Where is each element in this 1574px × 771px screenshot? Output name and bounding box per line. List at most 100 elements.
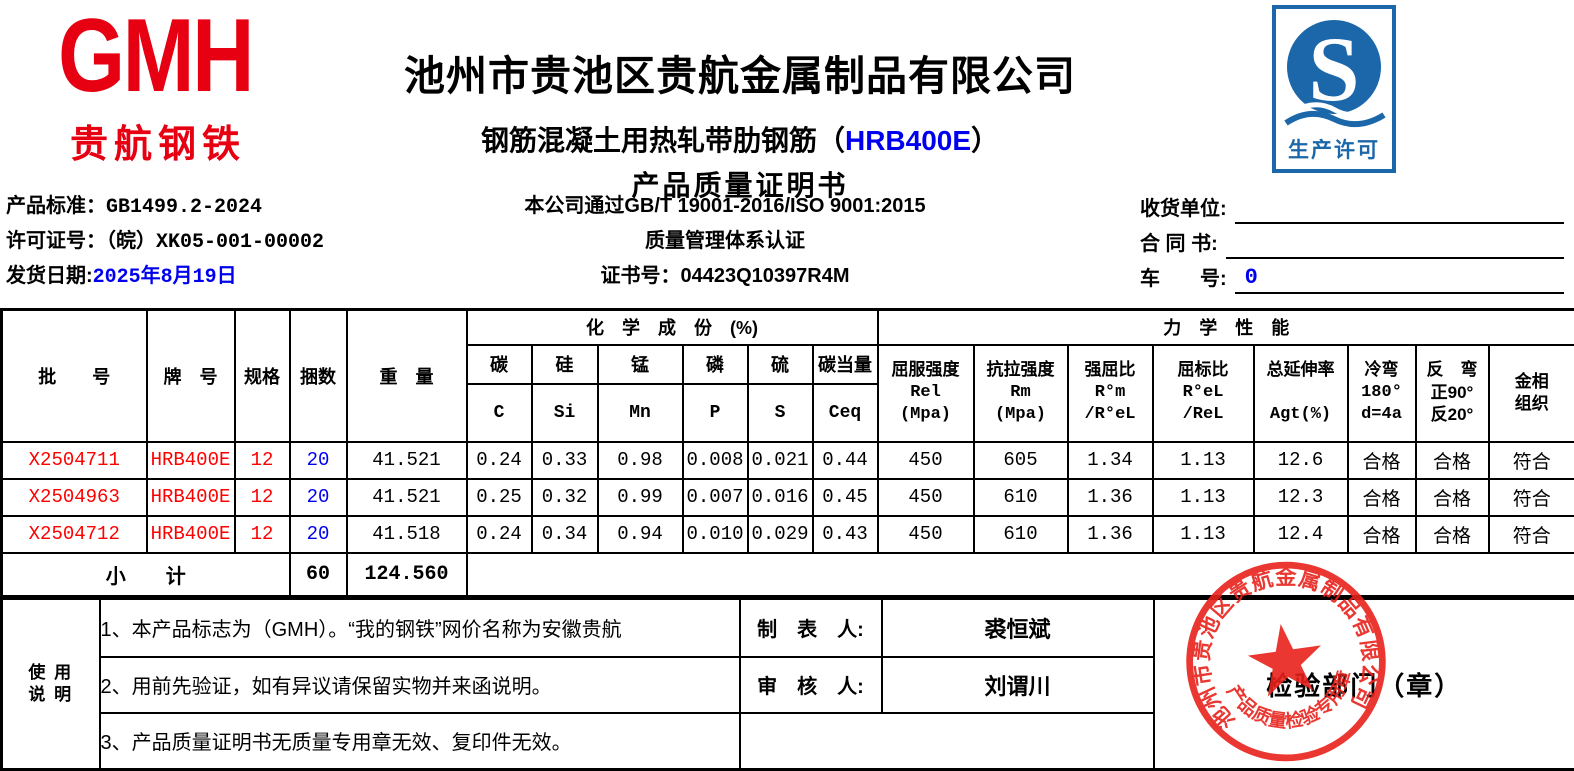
col-header-batch: 批 号 <box>0 308 148 443</box>
col-header-manganese-cn: 锰 <box>596 343 684 385</box>
cell-mn: 0.94 <box>596 514 684 554</box>
col-header-metallographic: 金相 组织 <box>1487 343 1574 443</box>
cell-agt: 12.3 <box>1252 477 1349 517</box>
contract-label: 合 同 书: <box>1140 233 1218 255</box>
cell-weight: 41.521 <box>345 440 468 480</box>
cell-rm: 610 <box>972 514 1069 554</box>
col-header-ceq-sym: Ceq <box>811 382 879 443</box>
product-standard-value: GB1499.2-2024 <box>106 196 263 219</box>
cell-metallographic: 符合 <box>1487 477 1574 517</box>
col-header-sulfur-cn: 硫 <box>746 343 814 385</box>
cell-p: 0.008 <box>681 440 749 480</box>
usage-note-2: 2、用前先验证，如有异议请保留实物并来函说明。 <box>98 655 741 714</box>
cell-agt: 12.6 <box>1252 440 1349 480</box>
product-subtitle-prefix: 钢筋混凝土用热轧带肋钢筋（ <box>480 125 845 156</box>
cell-metallographic: 符合 <box>1487 514 1574 554</box>
col-header-bundles: 捆数 <box>288 308 348 443</box>
qs-wave-white <box>1292 102 1378 117</box>
product-subtitle-suffix: ） <box>971 125 1000 156</box>
cert-no-line: 证书号：04423Q10397R4M <box>600 265 850 287</box>
usage-note-3: 3、产品质量证明书无质量专用章无效、复印件无效。 <box>98 711 741 771</box>
cell-grade: HRB400E <box>145 477 236 517</box>
cell-p: 0.007 <box>681 477 749 517</box>
logo-subtext: 贵航钢铁 <box>70 124 247 167</box>
product-standard-label: 产品标准： <box>6 195 106 217</box>
col-header-phosphorus-cn: 磷 <box>681 343 749 385</box>
ship-date-line: 发货日期:2025年8月19日 <box>6 259 476 294</box>
subtotal-row: 小 计 60 124.560 <box>0 551 1574 598</box>
cell-si: 0.32 <box>530 477 599 517</box>
cell-cold-bend: 合格 <box>1346 514 1417 554</box>
col-header-phosphorus-sym: P <box>681 382 749 443</box>
col-header-reverse-bend: 反 弯正90° 反20° <box>1414 343 1490 443</box>
product-subtitle: 钢筋混凝土用热轧带肋钢筋（HRB400E） <box>370 119 1110 159</box>
contract-line: 合 同 书: <box>1140 224 1564 259</box>
qs-circle <box>1287 20 1381 114</box>
preparer-label: 制 表 人: <box>738 597 883 658</box>
reviewer-label: 审 核 人: <box>738 655 883 714</box>
vehicle-line: 车 号: 0 <box>1140 259 1564 294</box>
qs-production-license-badge: S 生产许可 <box>1272 5 1396 173</box>
cell-spec: 12 <box>233 440 291 480</box>
table-row: X2504712 HRB400E 12 20 41.518 0.24 0.34 … <box>0 514 1574 554</box>
col-header-sulfur-sym: S <box>746 382 814 443</box>
vehicle-field: 0 <box>1234 264 1564 294</box>
product-standard-line: 产品标准：GB1499.2-2024 <box>6 189 476 224</box>
preparer-name: 裘恒斌 <box>880 597 1155 658</box>
license-no-value: （皖）XK05-001-00002 <box>106 231 325 254</box>
cell-batch: X2504711 <box>0 440 148 480</box>
signature-empty-cell <box>738 711 1155 771</box>
quality-data-table: 批 号 牌 号 规格 捆数 重 量 化 学 成 份 (%) 力 学 性 能 碳 … <box>0 308 1574 598</box>
cell-rm: 605 <box>972 440 1069 480</box>
cell-reverse-bend: 合格 <box>1414 440 1490 480</box>
cell-mn: 0.99 <box>596 477 684 517</box>
cell-metallographic: 符合 <box>1487 440 1574 480</box>
contract-field <box>1225 229 1564 259</box>
cell-rm: 610 <box>972 477 1069 517</box>
table-row: X2504963 HRB400E 12 20 41.521 0.25 0.32 … <box>0 477 1574 517</box>
vehicle-label: 车 号: <box>1140 268 1227 290</box>
cell-ceq: 0.45 <box>811 477 879 517</box>
footer-table: 使 用 说 明 1、本产品标志为（GMH）。“我的钢铁”网价名称为安徽贵航 制 … <box>0 597 1574 771</box>
cell-batch: X2504963 <box>0 477 148 517</box>
cell-ceq: 0.44 <box>811 440 879 480</box>
subtotal-bundles: 60 <box>288 551 348 598</box>
qs-label: 生产许可 <box>1288 138 1380 162</box>
cell-s: 0.021 <box>746 440 814 480</box>
seal-star-icon: ★ <box>1236 602 1336 720</box>
reviewer-name: 刘谓川 <box>880 655 1155 714</box>
cell-weight: 41.518 <box>345 514 468 554</box>
col-header-ceq-cn: 碳当量 <box>811 343 879 385</box>
col-header-yield-strength: 屈服强度 Rel (Mpa) <box>876 343 975 443</box>
inspection-dept-cell: 检验部门（章） <box>1152 597 1574 771</box>
table-row: X2504711 HRB400E 12 20 41.521 0.24 0.33 … <box>0 440 1574 480</box>
license-no-label: 许可证号： <box>6 230 106 252</box>
cell-si: 0.33 <box>530 440 599 480</box>
cell-spec: 12 <box>233 477 291 517</box>
cell-mn: 0.98 <box>596 440 684 480</box>
cell-rel: 450 <box>876 514 975 554</box>
col-header-silicon-cn: 硅 <box>530 343 599 385</box>
license-no-line: 许可证号：（皖）XK05-001-00002 <box>6 224 476 259</box>
col-header-elongation: 总延伸率 Agt(%) <box>1252 343 1349 443</box>
col-header-cold-bend: 冷弯 180° d=4a <box>1346 343 1417 443</box>
usage-note-1: 1、本产品标志为（GMH）。“我的钢铁”网价名称为安徽贵航 <box>98 597 741 658</box>
cell-bundles: 20 <box>288 477 348 517</box>
ship-date-label: 发货日期: <box>6 265 93 287</box>
cell-rel: 450 <box>876 477 975 517</box>
cell-bundles: 20 <box>288 514 348 554</box>
seal-ring <box>1186 561 1386 762</box>
cell-ratio2: 1.13 <box>1151 514 1255 554</box>
cell-agt: 12.4 <box>1252 514 1349 554</box>
cell-cold-bend: 合格 <box>1346 477 1417 517</box>
title-block: 池州市贵池区贵航金属制品有限公司 钢筋混凝土用热轧带肋钢筋（HRB400E） 产… <box>370 42 1110 204</box>
info-center-block: 本公司通过GB/T 19001-2016/ISO 9001:2015 质量管理体… <box>455 189 995 294</box>
cell-s: 0.016 <box>746 477 814 517</box>
cell-weight: 41.521 <box>345 477 468 517</box>
receiver-label: 收货单位: <box>1140 198 1227 220</box>
col-header-carbon-cn: 碳 <box>465 343 533 385</box>
cell-grade: HRB400E <box>145 440 236 480</box>
mech-section-header: 力 学 性 能 <box>876 308 1574 346</box>
cell-reverse-bend: 合格 <box>1414 514 1490 554</box>
cell-si: 0.34 <box>530 514 599 554</box>
